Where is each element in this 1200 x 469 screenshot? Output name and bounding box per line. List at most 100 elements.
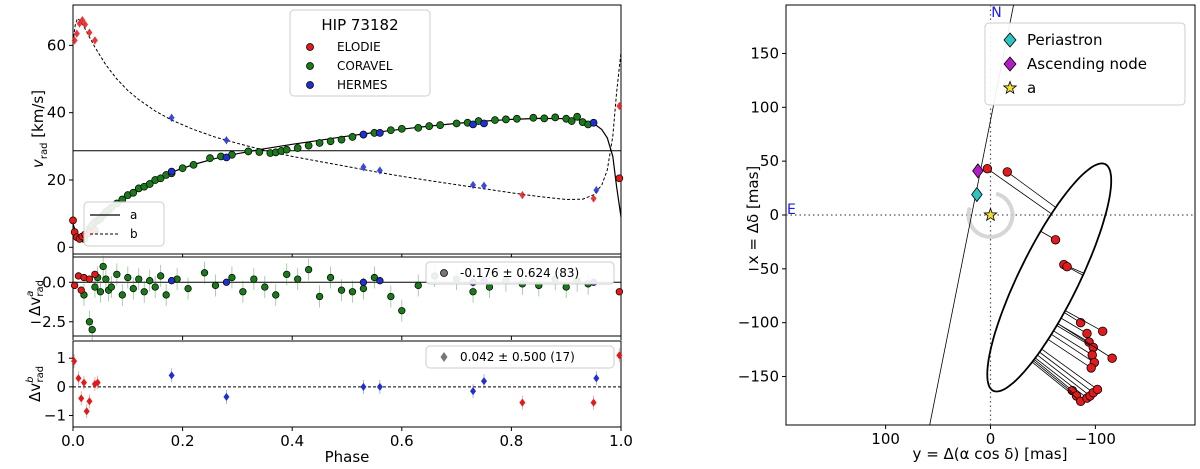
y-tick-label: 100 — [750, 98, 779, 116]
coravel-residual — [200, 269, 209, 277]
coravel-residual — [99, 262, 107, 271]
legend-entry-b: b — [130, 227, 138, 241]
coravel-point — [255, 148, 264, 156]
phase-axis-label: Phase — [325, 448, 370, 466]
legend-entry-elodie: ELODIE — [337, 40, 381, 54]
hermes-point-b — [223, 136, 230, 145]
star-legend-icon — [1002, 80, 1018, 95]
coravel-point — [573, 112, 582, 121]
coravel-point — [189, 160, 198, 169]
coravel-point — [315, 139, 324, 147]
elodie-residual — [91, 270, 99, 279]
hermes-point-b — [376, 166, 383, 175]
coravel-point — [156, 174, 165, 183]
coravel-point — [436, 121, 445, 129]
y-tick-label: −50 — [747, 260, 779, 278]
elodie-residual-b — [75, 374, 82, 383]
coravel-residual — [118, 291, 126, 299]
hermes-point-b — [168, 113, 175, 122]
coravel-residual — [107, 283, 116, 291]
residual-connector — [987, 168, 1052, 215]
legend-entry-coravel: CORAVEL — [337, 59, 393, 73]
rv-y-axis-label: vrad [km/s] — [29, 90, 50, 168]
coravel-residual — [113, 270, 121, 279]
residual-connector — [1041, 348, 1098, 390]
coravel-residual — [102, 275, 110, 283]
residual-connector — [1007, 171, 1056, 208]
orbit-observation — [1050, 235, 1061, 245]
coravel-residual — [239, 288, 247, 296]
hermes-residual-b — [360, 382, 367, 391]
hermes-point-a — [469, 120, 477, 129]
elodie-point-a — [69, 216, 77, 225]
residuals-b-stats-legend: 0.042 ± 0.500 (17) — [425, 345, 615, 369]
residual-connector — [1057, 323, 1113, 359]
coravel-point — [293, 144, 302, 152]
residuals-a-x-ticks — [72, 336, 622, 340]
x-tick-label: 1.0 — [609, 432, 633, 450]
hermes-residual — [167, 277, 176, 285]
elodie-residual-b — [86, 397, 93, 406]
coravel-point — [178, 164, 187, 173]
y-tick-label: −1 — [44, 407, 66, 425]
residuals-b-y-axis-label: Δvbrad — [25, 366, 46, 402]
elodie-point-b — [79, 16, 86, 25]
coravel-residual — [135, 275, 143, 283]
hermes-point-a — [222, 153, 231, 162]
coravel-residual — [88, 326, 96, 334]
y-tick-label: 150 — [750, 44, 779, 62]
residual-connector — [1035, 357, 1088, 399]
coravel-point — [513, 114, 521, 123]
coravel-point — [206, 154, 214, 162]
y-tick-label: 50 — [760, 152, 779, 170]
coravel-point — [397, 124, 406, 133]
elodie-point-b — [519, 191, 526, 200]
y-tick-label: 1 — [56, 349, 66, 367]
residuals-a-y-ticks: 0.0 −2.5 — [30, 273, 73, 331]
x-tick-label: 0.8 — [499, 432, 523, 450]
coravel-residual — [140, 288, 148, 296]
residuals-a-panel: 0.0 −2.5 -0.176 ± 0.624 (83) Δvarad — [25, 255, 624, 341]
coravel-residual — [398, 307, 406, 315]
residuals-a-stats-box — [425, 261, 615, 285]
orbit-legend: Periastron Ascending node a — [984, 22, 1186, 106]
y-tick-label: 0 — [769, 206, 779, 224]
residual-connector — [1053, 330, 1093, 356]
orbit-observations — [982, 163, 1117, 407]
orbit-y-axis-label: x = Δδ [mas] — [744, 166, 762, 265]
elodie-residual-b — [83, 407, 90, 416]
coravel-residual — [326, 273, 335, 282]
coravel-residual — [485, 283, 494, 291]
coravel-residual — [283, 270, 291, 279]
coravel-residual — [414, 281, 422, 290]
x-tick-label: 0.0 — [61, 432, 85, 450]
coravel-residual — [348, 288, 357, 296]
legend-entry-hermes: HERMES — [337, 78, 388, 92]
hermes-residual-b — [593, 374, 600, 383]
hermes-residual-b — [168, 371, 175, 380]
hermes-point-a — [480, 119, 488, 128]
hermes-point-b — [470, 181, 477, 190]
coravel-point — [529, 113, 538, 122]
residual-connector — [1056, 325, 1094, 348]
elodie-point-b — [82, 20, 89, 29]
east-label: E — [787, 202, 796, 218]
residual-connector — [1051, 333, 1095, 363]
elodie-residual — [615, 288, 624, 296]
residual-connector — [1031, 361, 1081, 402]
legend-title: HIP 73182 — [321, 16, 398, 34]
hermes-point-b — [593, 186, 600, 195]
elodie-point-b — [73, 29, 80, 38]
elodie-residual-b — [80, 378, 87, 387]
coravel-point — [348, 133, 357, 141]
coravel-residual — [162, 291, 170, 299]
hermes-point-b — [360, 163, 367, 172]
coravel-point — [567, 117, 576, 125]
hermes-point-a — [589, 118, 598, 127]
x-tick-label: 0.2 — [171, 432, 195, 450]
coravel-residual — [96, 288, 105, 296]
instrument-legend: HIP 73182 ELODIE CORAVEL HERMES — [289, 9, 431, 97]
residuals-b-x-ticks: 0.0 0.2 0.4 0.6 0.8 1.0 — [61, 427, 633, 450]
residual-connector — [1065, 310, 1103, 332]
